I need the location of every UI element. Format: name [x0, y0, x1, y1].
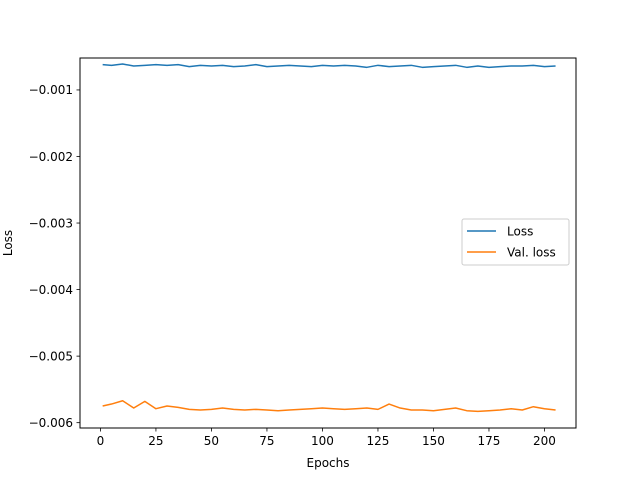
x-tick-label: 100	[311, 434, 334, 448]
x-tick-label: 25	[148, 434, 163, 448]
x-tick-label: 125	[367, 434, 390, 448]
series-layer	[102, 63, 556, 413]
x-tick-label: 175	[478, 434, 501, 448]
y-tick-label: −0.003	[29, 216, 73, 230]
x-tick-label: 50	[204, 434, 219, 448]
x-tick-label: 75	[259, 434, 274, 448]
series-line-val-loss	[102, 399, 556, 413]
y-tick-label: −0.002	[29, 150, 73, 164]
y-tick-label: −0.005	[29, 349, 73, 363]
y-tick-label: −0.004	[29, 283, 73, 297]
y-tick-label: −0.001	[29, 83, 73, 97]
x-axis-ticks: 0 25 50 75 100 125 150 175 200	[97, 428, 556, 448]
y-axis-ticks: −0.001 −0.002 −0.003 −0.004 −0.005 −0.006	[29, 83, 80, 430]
legend-label-val-loss: Val. loss	[507, 246, 556, 260]
series-line-loss	[102, 63, 556, 69]
legend-label-loss: Loss	[507, 225, 533, 239]
x-tick-label: 0	[97, 434, 105, 448]
y-tick-label: −0.006	[29, 416, 73, 430]
plot-frame	[79, 57, 577, 429]
y-axis-label: Loss	[1, 230, 15, 256]
x-axis-label: Epochs	[307, 456, 350, 470]
x-tick-label: 150	[422, 434, 445, 448]
x-tick-label: 200	[533, 434, 556, 448]
legend: Loss Val. loss	[461, 218, 570, 266]
